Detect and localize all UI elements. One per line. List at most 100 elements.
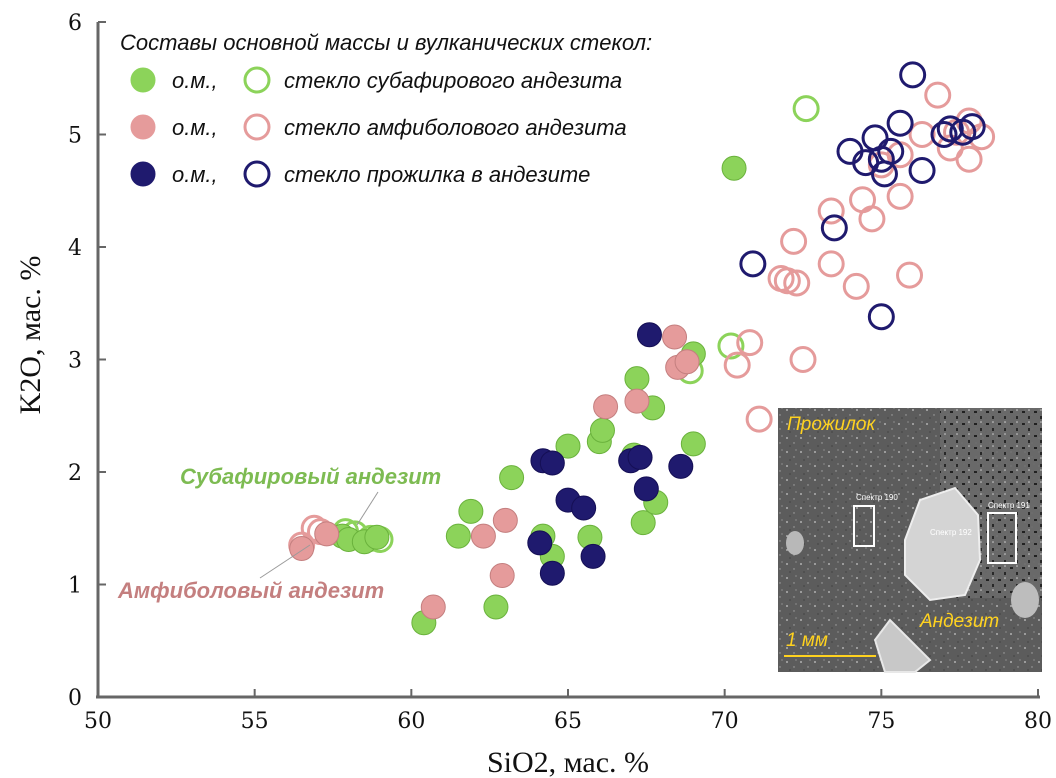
- point-filled: [571, 495, 597, 521]
- point-open: [958, 113, 986, 141]
- point-open: [899, 61, 927, 89]
- point-filled: [636, 322, 662, 348]
- point-open: [930, 121, 958, 148]
- point-open: [817, 250, 845, 278]
- data-points: [288, 61, 996, 636]
- inset-crystal-right: [1011, 582, 1039, 618]
- point-open: [968, 123, 996, 151]
- spectrum-label-190: Спектр 190: [856, 493, 898, 502]
- y-tick-label: 5: [68, 124, 82, 149]
- point-filled: [662, 324, 688, 350]
- y-tick-label: 6: [68, 11, 82, 36]
- point-filled: [630, 510, 656, 536]
- point-filled: [627, 444, 653, 470]
- legend-label-filled: о.м.,: [172, 115, 218, 140]
- legend-title: Составы основной массы и вулканических с…: [120, 30, 652, 55]
- point-open: [924, 81, 952, 109]
- point-filled: [624, 366, 650, 392]
- legend-label-open: стекло субафирового андезита: [284, 68, 622, 93]
- point-open: [773, 267, 801, 295]
- point-filled: [668, 453, 694, 479]
- point-filled: [489, 563, 515, 588]
- point-open: [877, 137, 905, 165]
- point-open: [820, 214, 848, 242]
- y-tick-label: 3: [68, 349, 82, 374]
- point-open: [736, 329, 764, 357]
- point-open: [717, 332, 745, 360]
- x-tick-label: 75: [867, 709, 895, 734]
- inset-crystal-left: [786, 531, 804, 555]
- series-filled-group: [289, 324, 700, 620]
- x-tick-label: 50: [84, 709, 112, 734]
- point-open: [739, 250, 767, 278]
- x-tick-label: 55: [241, 709, 269, 734]
- point-open: [842, 272, 870, 300]
- point-filled: [492, 507, 518, 533]
- inset-crystal-bottom: [873, 618, 932, 673]
- legend-label-open: стекло прожилка в андезите: [284, 162, 590, 187]
- point-filled: [314, 521, 340, 547]
- point-open: [789, 346, 817, 373]
- legend-marker-open: [243, 113, 271, 141]
- point-filled: [458, 498, 484, 524]
- point-filled: [527, 530, 553, 556]
- point-open: [858, 205, 886, 233]
- legend-label-filled: о.м.,: [172, 162, 218, 187]
- legend-label-open: стекло амфиболового андезита: [284, 115, 627, 140]
- x-tick-label: 80: [1024, 709, 1052, 734]
- point-open: [780, 227, 808, 255]
- point-filled: [589, 417, 615, 443]
- x-ticks: 50 55 60 65 70 75 80: [84, 689, 1052, 734]
- y-tick-label: 1: [68, 574, 82, 599]
- point-filled: [470, 523, 496, 549]
- point-open: [792, 95, 820, 123]
- point-filled: [420, 594, 446, 620]
- point-open: [886, 182, 914, 210]
- micrograph-inset: Спектр 190 Спектр 192 Спектр 191 Прожило…: [778, 408, 1042, 673]
- series-open-group: [739, 61, 986, 331]
- point-filled: [674, 349, 700, 375]
- y-axis-title: K2O, мас. %: [14, 256, 47, 415]
- inset-label-andesite: Андезит: [919, 611, 999, 632]
- annotation-subaphyric-andesite: Субафировый андезит: [180, 464, 441, 489]
- point-open: [870, 160, 898, 188]
- legend-marker-open: [243, 66, 271, 94]
- y-tick-label: 0: [68, 686, 82, 711]
- point-filled: [721, 155, 747, 181]
- legend-marker-filled: [130, 67, 156, 93]
- point-open: [886, 109, 914, 137]
- series-filled-group: [527, 322, 694, 586]
- point-open: [936, 115, 964, 143]
- spectrum-box-190: [853, 505, 875, 547]
- point-open: [867, 303, 895, 331]
- point-filled: [499, 465, 525, 491]
- point-open: [896, 261, 924, 289]
- legend-label-filled: о.м.,: [172, 68, 218, 93]
- point-filled: [555, 433, 581, 459]
- legend-marker-filled: [130, 114, 156, 140]
- point-filled: [539, 450, 565, 476]
- y-tick-label: 4: [68, 236, 82, 261]
- inset-crystal-large: [904, 486, 982, 602]
- point-open: [723, 351, 751, 379]
- point-filled: [580, 543, 606, 569]
- x-tick-label: 65: [554, 709, 582, 734]
- x-tick-label: 70: [711, 709, 739, 734]
- legend-marker-open: [243, 160, 271, 188]
- point-filled: [633, 476, 659, 502]
- point-filled: [483, 594, 509, 620]
- spectrum-box-191: [987, 512, 1017, 564]
- annotation-amphibole-andesite: Амфиболовый андезит: [117, 578, 384, 603]
- point-filled: [624, 388, 650, 414]
- y-ticks: 0 1 2 3 4 5 6: [68, 11, 106, 711]
- series-filled-group: [329, 155, 747, 636]
- point-open: [908, 157, 936, 184]
- point-open: [955, 145, 983, 173]
- point-filled: [539, 560, 565, 586]
- point-filled: [680, 431, 706, 457]
- point-open: [867, 145, 895, 173]
- x-tick-label: 60: [397, 709, 425, 734]
- y-tick-label: 2: [68, 461, 82, 486]
- legend: Составы основной массы и вулканических с…: [120, 30, 652, 188]
